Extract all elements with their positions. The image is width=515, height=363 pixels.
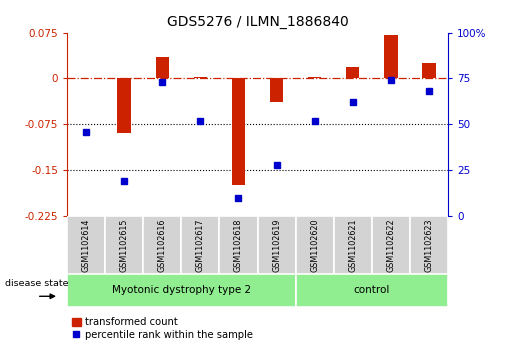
- Bar: [346, 68, 359, 78]
- Bar: [194, 77, 207, 78]
- Text: GSM1102623: GSM1102623: [424, 218, 434, 272]
- Bar: [372, 216, 410, 274]
- Text: GSM1102618: GSM1102618: [234, 218, 243, 272]
- Bar: [334, 216, 372, 274]
- Bar: [258, 216, 296, 274]
- Text: control: control: [354, 285, 390, 295]
- Bar: [105, 216, 143, 274]
- Text: disease state: disease state: [5, 279, 69, 288]
- Bar: [232, 78, 245, 185]
- Bar: [156, 57, 169, 78]
- Legend: transformed count, percentile rank within the sample: transformed count, percentile rank withi…: [72, 317, 253, 340]
- Text: GSM1102617: GSM1102617: [196, 218, 205, 272]
- Text: GSM1102620: GSM1102620: [310, 218, 319, 272]
- Text: GSM1102621: GSM1102621: [348, 218, 357, 272]
- Bar: [410, 216, 448, 274]
- Bar: [67, 216, 105, 274]
- Bar: [296, 274, 448, 307]
- Text: Myotonic dystrophy type 2: Myotonic dystrophy type 2: [112, 285, 251, 295]
- Text: GSM1102614: GSM1102614: [81, 218, 91, 272]
- Bar: [270, 78, 283, 102]
- Bar: [308, 77, 321, 78]
- Text: GSM1102619: GSM1102619: [272, 218, 281, 272]
- Bar: [143, 216, 181, 274]
- Bar: [181, 216, 219, 274]
- Bar: [117, 78, 131, 134]
- Bar: [422, 63, 436, 78]
- Title: GDS5276 / ILMN_1886840: GDS5276 / ILMN_1886840: [167, 15, 348, 29]
- Text: GSM1102615: GSM1102615: [119, 218, 129, 272]
- Bar: [219, 216, 258, 274]
- Text: GSM1102622: GSM1102622: [386, 218, 396, 272]
- Text: GSM1102616: GSM1102616: [158, 218, 167, 272]
- Bar: [67, 274, 296, 307]
- Bar: [384, 34, 398, 78]
- Bar: [296, 216, 334, 274]
